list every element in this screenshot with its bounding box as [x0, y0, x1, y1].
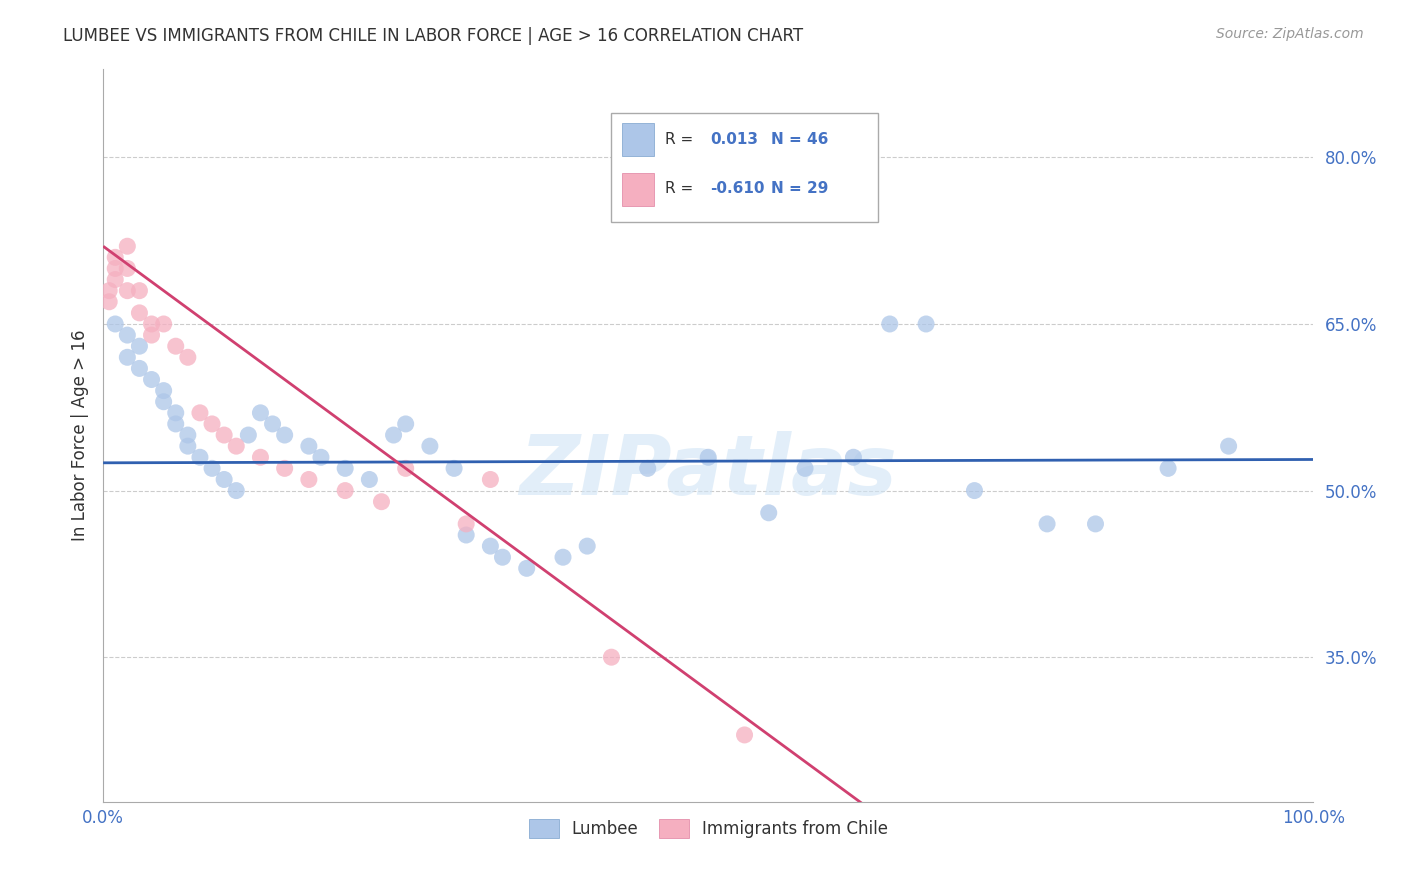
Point [273, 461, 295, 475]
Point [104, 317, 127, 331]
Point [516, 561, 538, 575]
Point [152, 394, 174, 409]
Point [842, 450, 865, 465]
Point [104, 272, 127, 286]
Point [165, 406, 187, 420]
Point [104, 261, 127, 276]
Point [637, 461, 659, 475]
Point [273, 428, 295, 442]
Point [177, 351, 200, 365]
Point [177, 439, 200, 453]
Point [225, 483, 247, 498]
Point [201, 461, 224, 475]
Point [443, 461, 465, 475]
Point [117, 261, 139, 276]
Point [152, 384, 174, 398]
Text: ZIPatlas: ZIPatlas [519, 431, 897, 512]
Point [382, 428, 405, 442]
Point [141, 372, 163, 386]
Point [309, 450, 332, 465]
Point [697, 450, 720, 465]
Point [262, 417, 284, 431]
Point [479, 473, 502, 487]
Point [370, 494, 392, 508]
Point [117, 284, 139, 298]
Point [141, 317, 163, 331]
Point [188, 450, 211, 465]
Point [201, 417, 224, 431]
Point [734, 728, 756, 742]
Point [333, 483, 356, 498]
Point [117, 239, 139, 253]
Point [249, 406, 271, 420]
Point [152, 317, 174, 331]
Point [128, 284, 150, 298]
Point [359, 473, 381, 487]
Point [165, 339, 187, 353]
Point [333, 461, 356, 475]
Point [165, 417, 187, 431]
Point [879, 317, 901, 331]
Point [794, 461, 817, 475]
Point [188, 406, 211, 420]
Point [298, 473, 321, 487]
Point [963, 483, 986, 498]
Point [576, 539, 599, 553]
Point [249, 450, 271, 465]
Point [298, 439, 321, 453]
Point [238, 428, 260, 442]
Point [141, 328, 163, 343]
Point [395, 461, 418, 475]
Y-axis label: In Labor Force | Age > 16: In Labor Force | Age > 16 [72, 329, 89, 541]
Point [479, 539, 502, 553]
Point [177, 428, 200, 442]
Point [456, 516, 478, 531]
Point [419, 439, 441, 453]
Point [117, 351, 139, 365]
Point [491, 550, 513, 565]
Point [1157, 461, 1180, 475]
Point [128, 361, 150, 376]
Point [225, 439, 247, 453]
Point [1218, 439, 1240, 453]
Point [395, 417, 418, 431]
Text: LUMBEE VS IMMIGRANTS FROM CHILE IN LABOR FORCE | AGE > 16 CORRELATION CHART: LUMBEE VS IMMIGRANTS FROM CHILE IN LABOR… [63, 27, 803, 45]
Point [456, 528, 478, 542]
Point [104, 250, 127, 264]
Point [117, 328, 139, 343]
Legend: Lumbee, Immigrants from Chile: Lumbee, Immigrants from Chile [522, 812, 894, 845]
Point [98, 294, 121, 309]
Point [1036, 516, 1059, 531]
Point [915, 317, 938, 331]
Point [600, 650, 623, 665]
Point [551, 550, 574, 565]
Point [98, 284, 121, 298]
Point [1084, 516, 1107, 531]
Point [212, 473, 235, 487]
Point [212, 428, 235, 442]
Point [128, 306, 150, 320]
Point [758, 506, 780, 520]
Text: Source: ZipAtlas.com: Source: ZipAtlas.com [1216, 27, 1364, 41]
Point [128, 339, 150, 353]
